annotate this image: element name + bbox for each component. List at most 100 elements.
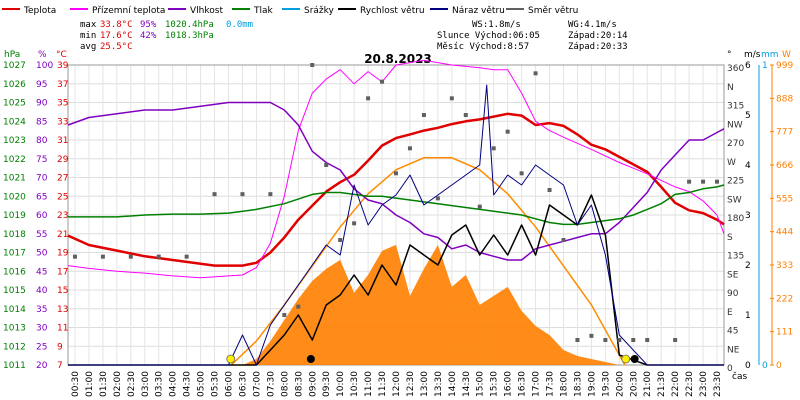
wind-speed-info: WS:1.8m/s — [472, 20, 521, 30]
wind-direction-point — [617, 338, 622, 342]
stats-block: max 33.8°C 95% 1020.4hPa 0.0mm min 17.6°… — [80, 20, 253, 52]
series-line-tlak — [68, 184, 725, 226]
tick-label-time: 18:00 — [559, 371, 569, 397]
tick-label-time: 06:30 — [238, 371, 248, 397]
legend-label-dir: Směr větru — [528, 6, 578, 16]
tick-label-time: 19:30 — [601, 371, 611, 397]
stats-avg-label: avg — [80, 42, 96, 52]
series-line-přízemní-teplota — [67, 59, 725, 279]
legend-label-temp: Teplota — [23, 6, 56, 16]
sun-set-info: Západ:20:14 — [568, 31, 628, 41]
axis-unit-time: čas — [732, 371, 747, 382]
tick-label-time: 04:00 — [169, 371, 179, 397]
wind-direction-point — [575, 338, 580, 342]
tick-label-time: 11:00 — [364, 371, 374, 397]
tick-label-degc: 31 — [57, 136, 68, 146]
legend: Teplota Přízemní teplota Vlhkost Tlak Sr… — [2, 6, 578, 16]
tick-label-dir: 360 — [727, 64, 744, 74]
tick-label-time: 01:30 — [99, 371, 109, 397]
wind-direction-point — [324, 163, 329, 167]
wind-direction-point — [687, 179, 692, 184]
wind-direction-point — [449, 96, 454, 101]
tick-label-time: 23:30 — [713, 371, 723, 397]
tick-label-pct: 45 — [36, 267, 47, 277]
wind-direction-point — [701, 179, 706, 184]
tick-label-time: 14:00 — [448, 371, 458, 397]
tick-label-time: 10:00 — [336, 371, 346, 397]
tick-label-hpa: 1026 — [3, 80, 26, 90]
tick-label-time: 05:30 — [211, 371, 221, 397]
wind-direction-point — [715, 179, 720, 184]
tick-label-degc: 39 — [57, 61, 69, 71]
tick-label-hpa: 1027 — [3, 61, 26, 71]
tick-label-ms: 3 — [745, 211, 751, 221]
tick-label-hpa: 1017 — [3, 249, 26, 259]
tick-label-time: 13:30 — [434, 371, 444, 397]
stats-max-press: 1020.4hPa — [165, 20, 214, 30]
wind-direction-point — [421, 113, 426, 117]
wind-direction-point — [380, 79, 385, 84]
tick-label-pct: 90 — [36, 99, 48, 109]
stats-max-hum: 95% — [140, 20, 157, 30]
tick-label-hpa: 1011 — [3, 361, 26, 371]
wind-direction-point — [631, 338, 636, 342]
tick-label-pct: 100 — [36, 61, 53, 71]
tick-label-dir: 270 — [727, 139, 744, 149]
stats-min-temp: 17.6°C — [100, 31, 133, 41]
wind-direction-point — [128, 254, 133, 259]
tick-label-wm2: 222 — [776, 294, 793, 304]
tick-label-hpa: 1023 — [3, 136, 26, 146]
tick-label-time: 20:00 — [615, 371, 625, 397]
wind-direction-point — [366, 96, 371, 101]
wind-direction-point — [603, 338, 608, 342]
tick-label-dir: SE — [727, 270, 739, 280]
moon-set-info: Západ:20:33 — [568, 42, 628, 52]
tick-label-hpa: 1021 — [3, 174, 26, 184]
tick-label-degc: 13 — [57, 305, 68, 315]
tick-label-time: 01:00 — [85, 371, 95, 397]
tick-label-time: 22:00 — [671, 371, 681, 397]
stats-avg-temp: 25.5°C — [100, 42, 133, 52]
tick-label-time: 19:00 — [587, 371, 597, 397]
tick-label-ms: 0 — [745, 361, 751, 371]
tick-label-wm2: 333 — [776, 261, 793, 271]
tick-label-pct: 75 — [36, 155, 47, 165]
wind-direction-point — [519, 171, 524, 176]
info-block: WS:1.8m/s WG:4.1m/s Slunce Východ:06:05 … — [437, 20, 628, 52]
tick-label-time: 07:00 — [252, 371, 262, 397]
wind-direction-point — [184, 254, 189, 259]
tick-label-time: 09:30 — [322, 371, 332, 397]
tick-label-dir: 180 — [727, 214, 744, 224]
tick-label-wm2: 555 — [776, 194, 793, 204]
wind-direction-point — [407, 146, 412, 151]
tick-label-ms: 1 — [745, 311, 751, 321]
tick-label-time: 17:30 — [546, 371, 556, 397]
tick-label-time: 16:00 — [504, 371, 514, 397]
moon-rise-info: Měsíc Východ:8:57 — [437, 42, 529, 52]
tick-label-wm2: 888 — [776, 94, 793, 104]
series-line-teplota — [67, 112, 725, 267]
axis-unit-degc: °C — [56, 50, 67, 60]
wind-direction-point — [282, 313, 287, 317]
tick-label-time: 12:00 — [392, 371, 402, 397]
tick-label-dir: S — [727, 233, 733, 243]
tick-label-hpa: 1016 — [3, 267, 26, 277]
tick-label-degc: 35 — [57, 99, 68, 109]
tick-label-dir: 0 — [727, 364, 733, 374]
tick-label-time: 02:00 — [113, 371, 123, 397]
wind-gust-info: WG:4.1m/s — [568, 20, 617, 30]
wind-direction-point — [491, 146, 496, 151]
tick-label-hpa: 1014 — [3, 305, 26, 315]
moon-rise-marker — [306, 355, 315, 363]
tick-label-dir: N — [727, 83, 734, 93]
tick-label-pct: 25 — [36, 342, 47, 352]
tick-label-pct: 20 — [36, 361, 48, 371]
tick-label-hpa: 1012 — [3, 342, 26, 352]
wind-direction-point — [296, 304, 301, 309]
wind-direction-point — [463, 113, 468, 117]
tick-label-time: 15:30 — [490, 371, 500, 397]
tick-label-degc: 15 — [57, 286, 68, 296]
tick-label-time: 03:00 — [141, 371, 151, 397]
chart-date: 20.8.2023 — [364, 52, 432, 66]
